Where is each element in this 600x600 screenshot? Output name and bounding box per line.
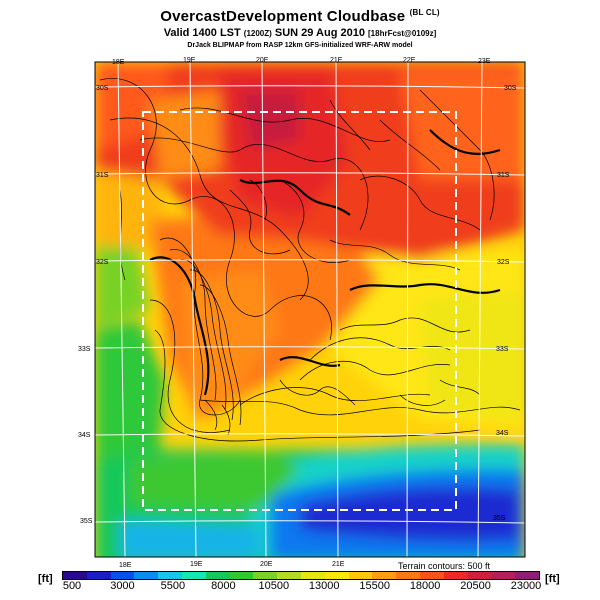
colorbar-swatch — [253, 572, 278, 579]
colorbar-unit-left: [ft] — [38, 573, 53, 585]
inner-domain-box — [142, 111, 457, 511]
colorbar-tick-label: 23000 — [510, 580, 542, 592]
colorbar-swatch — [277, 572, 301, 579]
colorbar-tick-label: 15500 — [359, 580, 390, 592]
title-text: OvercastDevelopment Cloudbase — [160, 8, 406, 25]
lon-label-bottom: 21E — [332, 561, 345, 568]
colorbar-tick-label: 3000 — [110, 580, 135, 592]
cloudbase-field — [95, 62, 525, 557]
lat-label-left: 31S — [96, 172, 109, 179]
lon-label-top: 22E — [403, 57, 416, 64]
colorbar-ticks: 500 3000 5500 8000 10500 13000 15500 18000 20500… — [40, 580, 560, 594]
colorbar-swatch — [86, 572, 111, 579]
colorbar-swatch — [181, 572, 206, 579]
colorbar-swatch — [515, 572, 539, 579]
colorbar-swatch — [491, 572, 516, 579]
colorbar-swatch — [396, 572, 420, 579]
colorbar-swatch — [348, 572, 373, 579]
colorbar-swatch — [443, 572, 468, 579]
colorbar-tick-label: 5500 — [160, 580, 186, 592]
lon-label-top: 19E — [183, 57, 196, 64]
map-title: OvercastDevelopment Cloudbase (BL CL) — [0, 8, 600, 25]
lat-label-left: 34S — [78, 432, 91, 439]
colorbar-swatch — [324, 572, 349, 579]
valid-z: (1200Z) — [243, 29, 272, 38]
valid-date: SUN 29 Aug 2010 — [274, 27, 365, 39]
colorbar-tick-label: 8000 — [211, 580, 236, 592]
valid-time-line: Valid 1400 LST (1200Z) SUN 29 Aug 2010 [… — [0, 27, 600, 39]
colorbar-swatch — [158, 572, 182, 579]
colorbar-tick-label: 13000 — [308, 580, 340, 592]
lat-label-right: 34S — [496, 430, 509, 437]
colorbar-swatch — [63, 572, 87, 579]
lon-label-bottom: 18E — [119, 562, 132, 569]
colorbar-swatch — [419, 572, 444, 579]
model-credit: DrJack BLIPMAP from RASP 12km GFS-initia… — [187, 42, 413, 49]
latlon-grid — [95, 62, 525, 557]
lat-label-right: 35S — [493, 515, 506, 522]
lat-label-left: 30S — [96, 85, 109, 92]
lat-label-right: 32S — [497, 259, 510, 266]
colorbar-tick-label: 10500 — [258, 580, 290, 592]
colorbar-unit-right: [ft] — [545, 573, 560, 585]
major-terrain-contours — [149, 129, 501, 396]
colorbar-tick-label: 20500 — [460, 580, 491, 592]
lon-label-bottom: 20E — [260, 561, 273, 568]
colorbar — [62, 571, 540, 580]
colorbar-swatch — [205, 572, 230, 579]
lat-label-left: 35S — [80, 518, 93, 525]
valid-suffix: [18hrFcst@0109z] — [368, 29, 437, 38]
colorbar-swatch — [229, 572, 254, 579]
lon-label-top: 23E — [478, 58, 491, 65]
lat-label-left: 33S — [78, 346, 91, 353]
colorbar-swatch — [467, 572, 492, 579]
lat-label-right: 31S — [497, 172, 510, 179]
terrain-contours — [99, 78, 521, 442]
lon-label-top: 20E — [256, 57, 269, 64]
title-suffix: (BL CL) — [409, 8, 440, 17]
terrain-contour-note: Terrain contours: 500 ft — [398, 561, 491, 571]
lat-label-right: 30S — [504, 85, 517, 92]
colorbar-swatch — [134, 572, 159, 579]
colorbar-swatch — [372, 572, 397, 579]
lat-label-left: 32S — [96, 259, 109, 266]
colorbar-swatch — [300, 572, 325, 579]
lon-label-top: 18E — [112, 59, 125, 66]
lat-label-right: 33S — [496, 346, 509, 353]
colorbar-swatch — [110, 572, 135, 579]
lon-label-bottom: 19E — [190, 561, 203, 568]
colorbar-tick-label: 18000 — [409, 580, 441, 592]
valid-prefix: Valid 1400 LST — [163, 27, 241, 39]
colorbar-tick-label: 500 — [62, 580, 82, 592]
lon-label-top: 21E — [330, 57, 343, 64]
